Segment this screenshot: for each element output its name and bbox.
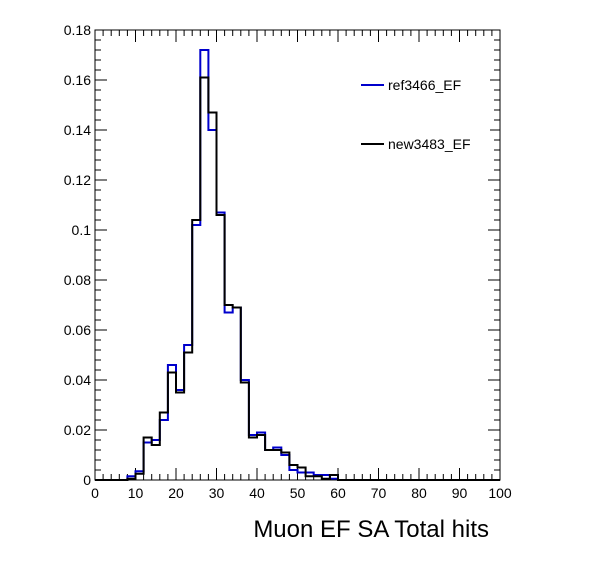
y-tick-label: 0.02 bbox=[64, 422, 91, 438]
legend-box bbox=[355, 60, 490, 168]
x-tick-label: 20 bbox=[168, 485, 184, 501]
x-tick-label: 10 bbox=[128, 485, 144, 501]
tick-labels: 0 10 20 30 40 50 60 70 80 90 100 0 0.02 0.04 0.06 0.08 0… bbox=[64, 22, 512, 501]
plot-frame bbox=[94, 29, 501, 481]
y-tick-label: 0.06 bbox=[64, 322, 91, 338]
x-tick-label: 50 bbox=[290, 485, 306, 501]
y-tick-label: 0.16 bbox=[64, 72, 91, 88]
legend-label-new3483: new3483_EF bbox=[388, 136, 471, 152]
y-tick-label: 0 bbox=[83, 472, 91, 488]
x-tick-label: 30 bbox=[209, 485, 225, 501]
x-tick-label: 80 bbox=[411, 485, 427, 501]
y-tick-label: 0.08 bbox=[64, 272, 91, 288]
x-tick-label: 70 bbox=[371, 485, 387, 501]
legend: ref3466_EF new3483_EF bbox=[355, 60, 490, 168]
x-tick-label: 100 bbox=[488, 485, 512, 501]
x-axis-title: Muon EF SA Total hits bbox=[253, 516, 489, 543]
y-tick-label: 0.14 bbox=[64, 122, 91, 138]
legend-label-ref3466: ref3466_EF bbox=[388, 77, 461, 93]
y-tick-label: 0.04 bbox=[64, 372, 91, 388]
y-tick-label: 0.12 bbox=[64, 172, 91, 188]
x-tick-label: 0 bbox=[91, 485, 99, 501]
x-tick-label: 60 bbox=[330, 485, 346, 501]
y-tick-label: 0.1 bbox=[72, 222, 92, 238]
x-tick-label: 40 bbox=[249, 485, 265, 501]
x-tick-label: 90 bbox=[452, 485, 468, 501]
y-tick-label: 0.18 bbox=[64, 22, 91, 38]
axis-ticks bbox=[94, 29, 501, 481]
